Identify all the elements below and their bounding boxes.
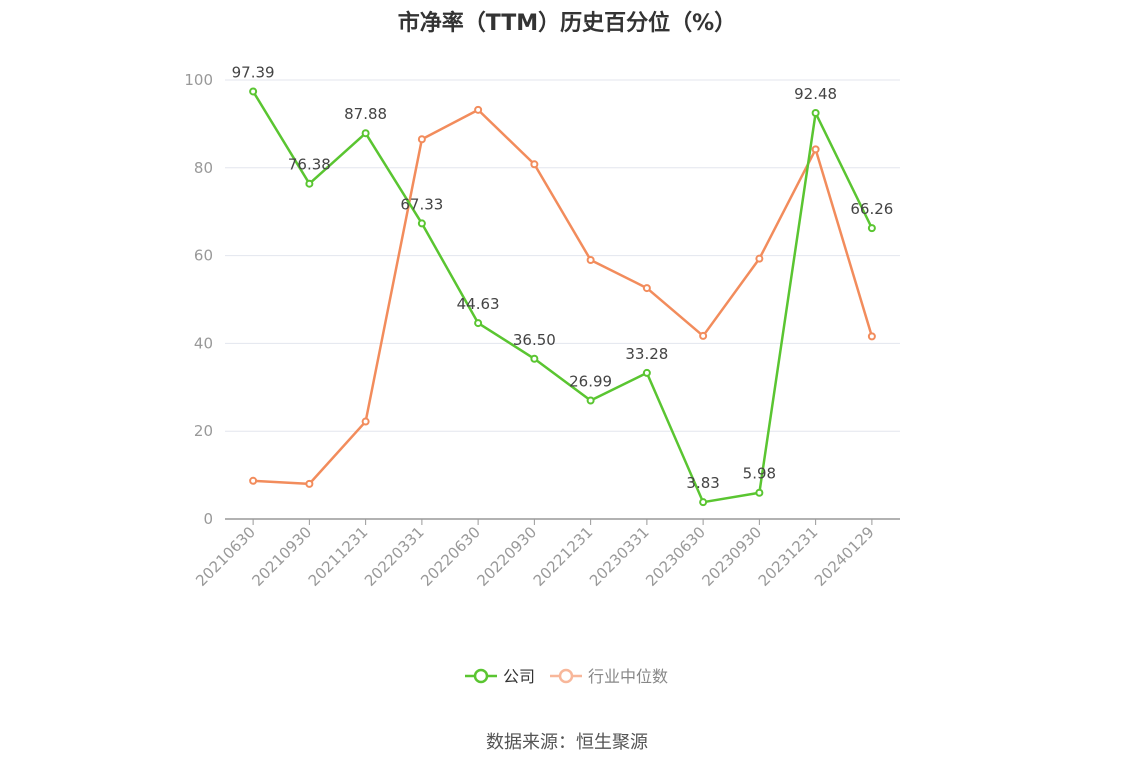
legend-item-industry-median[interactable]: 行业中位数	[550, 667, 668, 686]
company-point	[530, 354, 539, 363]
data-label: 33.28	[625, 345, 668, 363]
y-tick-label: 0	[203, 510, 213, 528]
x-tick-label: 20210630	[192, 523, 259, 590]
x-axis: 2021063020210930202112312022033120220630…	[192, 518, 900, 590]
industry-median-point	[811, 145, 820, 154]
x-tick-label: 20221231	[530, 523, 597, 590]
y-tick-label: 100	[184, 71, 213, 89]
data-label: 67.33	[400, 195, 443, 213]
x-tick-label: 20231231	[755, 523, 822, 590]
company-line	[252, 90, 873, 504]
company-point	[586, 396, 595, 405]
y-tick-label: 80	[194, 159, 213, 177]
company-point	[755, 488, 764, 497]
data-label: 5.98	[743, 465, 776, 483]
company-point	[699, 498, 708, 507]
industry-median-point	[249, 476, 258, 485]
grid-lines	[225, 79, 900, 432]
chart-title: 市净率（TTM）历史百分位（%）	[397, 11, 737, 36]
x-tick-label: 20230331	[586, 523, 653, 590]
industry-median-point	[305, 479, 314, 488]
data-source: 数据来源：恒生聚源	[486, 732, 648, 753]
industry-median-line	[253, 108, 874, 486]
industry-median-point	[586, 255, 595, 264]
data-label: 26.99	[569, 373, 612, 391]
y-tick-label: 60	[194, 247, 213, 265]
legend-marker	[558, 668, 574, 684]
y-axis: 0 20 40 60 80 100	[184, 71, 213, 528]
company-point	[249, 87, 258, 96]
x-tick-label: 20210930	[248, 523, 315, 590]
company-point	[642, 368, 651, 377]
industry-median-point	[361, 417, 370, 426]
y-tick-label: 40	[194, 334, 213, 352]
x-tick-label: 20220630	[417, 523, 484, 590]
x-tick-label: 20211231	[305, 523, 372, 590]
x-tick-label: 20230930	[698, 523, 765, 590]
industry-median-point	[699, 331, 708, 340]
company-point	[417, 219, 426, 228]
data-labels: 97.39 76.38 87.88 67.33 44.63 36.50 26.99 33.28…	[232, 63, 894, 492]
industry-median-point	[474, 105, 483, 114]
company-point	[361, 129, 370, 138]
company-point	[305, 179, 314, 188]
x-tick-label: 20240129	[811, 523, 878, 590]
series-group	[249, 87, 876, 507]
x-tick-label: 20220930	[473, 523, 540, 590]
company-point	[474, 319, 483, 328]
legend-label: 公司	[503, 667, 535, 686]
x-tick-label: 20220331	[361, 523, 428, 590]
legend-label: 行业中位数	[588, 667, 668, 686]
industry-median-point	[417, 135, 426, 144]
data-label: 92.48	[794, 85, 837, 103]
data-label: 97.39	[232, 63, 275, 81]
data-label: 76.38	[288, 156, 331, 174]
x-tick-label: 20230630	[642, 523, 709, 590]
data-label: 87.88	[344, 105, 387, 123]
legend-marker	[473, 668, 489, 684]
data-label: 66.26	[850, 200, 893, 218]
data-label: 44.63	[457, 295, 500, 313]
industry-median-point	[642, 284, 651, 293]
data-label: 36.50	[513, 331, 556, 349]
legend-item-company[interactable]: 公司	[465, 667, 535, 686]
industry-median-point	[867, 332, 876, 341]
legend[interactable]: 公司 行业中位数	[465, 667, 668, 686]
company-point	[867, 224, 876, 233]
industry-median-point	[755, 254, 764, 263]
industry-median-point	[530, 160, 539, 169]
data-label: 3.83	[686, 474, 719, 492]
company-point	[811, 109, 820, 118]
y-tick-label: 20	[194, 422, 213, 440]
